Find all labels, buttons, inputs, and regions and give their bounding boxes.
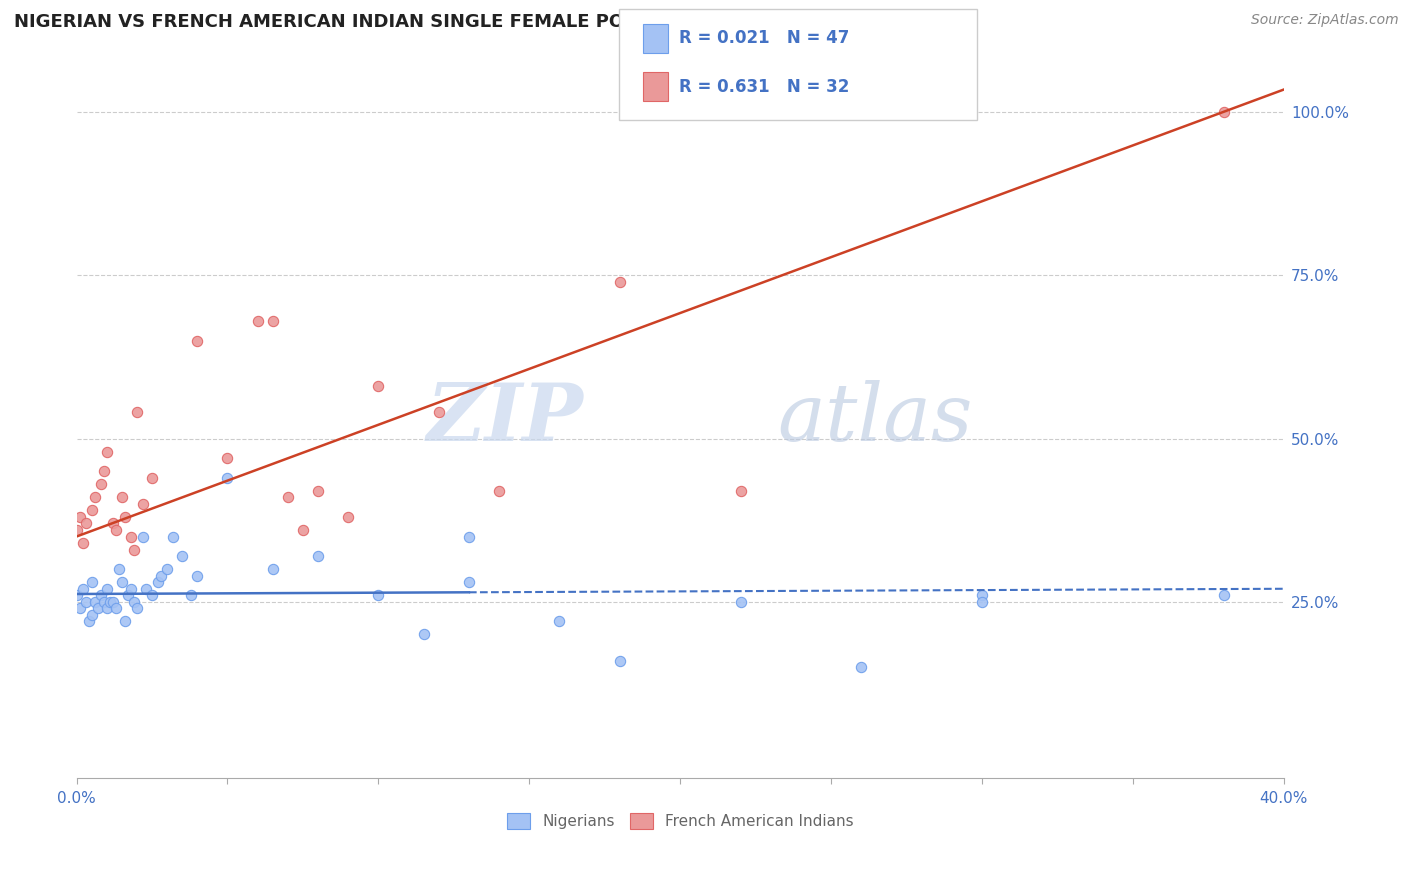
Point [104,523,127,537]
Point [65,588,87,602]
Point [458,575,481,590]
Point [104,601,127,615]
Point [114,509,136,524]
Point [262,562,284,576]
Point [125,405,148,419]
Point [609,654,631,668]
Point [101,516,124,531]
Point [96,582,118,596]
Point [90,588,112,602]
Text: ZIP: ZIP [427,380,583,458]
Point [180,588,202,602]
Point [730,483,752,498]
Point [72,582,94,596]
Point [114,615,136,629]
Point [135,582,157,596]
Point [111,575,134,590]
Point [246,314,269,328]
Point [108,562,131,576]
Point [851,660,873,674]
Point [96,601,118,615]
Point [69,601,91,615]
Point [69,509,91,524]
Point [111,491,134,505]
Text: R = 0.631   N = 32: R = 0.631 N = 32 [679,78,849,95]
Point [367,379,389,393]
Point [141,588,163,602]
Point [277,491,299,505]
Point [427,405,450,419]
Point [730,595,752,609]
Legend: Nigerians, French American Indians: Nigerians, French American Indians [501,807,859,835]
Point [217,471,239,485]
Point [367,588,389,602]
Point [291,523,314,537]
Point [458,529,481,543]
Point [75,516,97,531]
Point [125,601,148,615]
Point [80,575,103,590]
Point [93,595,115,609]
Point [122,542,145,557]
Point [141,471,163,485]
Point [262,314,284,328]
Point [488,483,510,498]
Point [307,483,329,498]
Point [120,529,142,543]
Point [83,491,105,505]
Point [80,607,103,622]
Point [83,595,105,609]
Point [120,582,142,596]
Point [609,275,631,289]
Point [86,601,108,615]
Point [186,568,208,582]
Point [1212,588,1234,602]
Point [412,627,434,641]
Text: Source: ZipAtlas.com: Source: ZipAtlas.com [1251,13,1399,28]
Text: atlas: atlas [776,380,972,458]
Point [1212,104,1234,119]
Point [337,509,360,524]
Point [132,497,155,511]
Point [172,549,194,563]
Point [970,588,993,602]
Point [98,595,121,609]
Point [72,536,94,550]
Point [307,549,329,563]
Point [77,615,100,629]
Point [150,568,173,582]
Point [970,595,993,609]
Point [101,595,124,609]
Point [548,615,571,629]
Point [217,451,239,466]
Point [186,334,208,348]
Text: NIGERIAN VS FRENCH AMERICAN INDIAN SINGLE FEMALE POVERTY CORRELATION CHART: NIGERIAN VS FRENCH AMERICAN INDIAN SINGL… [14,13,910,31]
Point [80,503,103,517]
Point [122,595,145,609]
Point [162,529,184,543]
Point [90,477,112,491]
Point [117,588,139,602]
Text: R = 0.021   N = 47: R = 0.021 N = 47 [679,29,849,47]
Point [146,575,169,590]
Point [132,529,155,543]
Point [96,444,118,458]
Point [65,523,87,537]
Point [93,464,115,478]
Point [156,562,179,576]
Point [75,595,97,609]
